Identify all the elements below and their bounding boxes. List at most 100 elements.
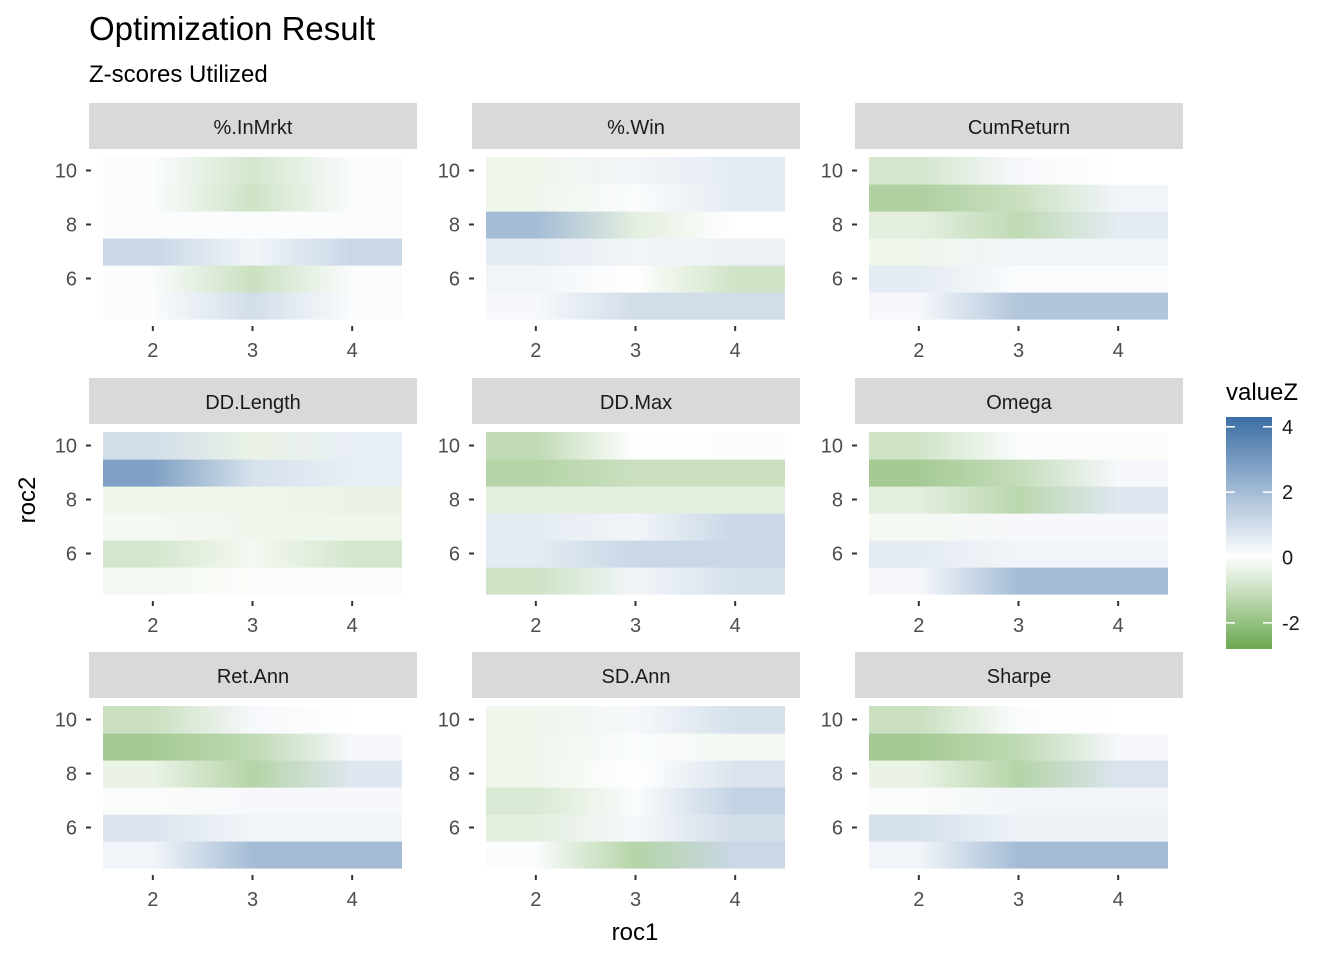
y-tick-label: 10 xyxy=(438,710,460,732)
heatmap-cell-row xyxy=(486,157,785,185)
x-tick-label: 2 xyxy=(913,615,924,637)
heatmap-cell-row xyxy=(869,706,1168,734)
facet-strip xyxy=(472,378,800,424)
facet-label: Ret.Ann xyxy=(217,666,289,688)
x-tick-label: 4 xyxy=(730,615,741,637)
heatmap-cell-row xyxy=(103,238,402,266)
y-tick-label: 8 xyxy=(832,215,843,237)
facet-label: Omega xyxy=(986,392,1052,414)
y-tick-label: 10 xyxy=(55,436,77,458)
y-tick-label: 6 xyxy=(66,818,77,840)
y-tick-label: 8 xyxy=(832,490,843,512)
facet-panel: CumReturn 2 3 4 6 8 10 xyxy=(821,103,1183,362)
facet-panel: Omega 2 3 4 6 8 10 xyxy=(821,378,1183,637)
legend-tick-label: 2 xyxy=(1282,482,1293,504)
y-tick-label: 6 xyxy=(449,544,460,566)
facet-strip xyxy=(855,652,1183,698)
x-tick-label: 3 xyxy=(630,340,641,362)
y-tick-label: 10 xyxy=(438,161,460,183)
legend-colorbar xyxy=(1226,417,1272,649)
y-tick-label: 6 xyxy=(66,269,77,291)
x-tick-label: 3 xyxy=(247,615,258,637)
x-tick-label: 2 xyxy=(530,889,541,911)
heatmap-cell-row xyxy=(869,841,1168,869)
facet-strip xyxy=(472,652,800,698)
x-tick-label: 4 xyxy=(730,889,741,911)
heatmap-cell-row xyxy=(103,841,402,869)
y-tick-label: 6 xyxy=(66,544,77,566)
facet-panel: DD.Length 2 3 4 6 8 10 xyxy=(55,378,417,637)
heatmap-cell-row xyxy=(869,760,1168,788)
heatmap-cell-row xyxy=(103,760,402,788)
facet-strip xyxy=(855,378,1183,424)
x-tick-label: 4 xyxy=(1113,615,1124,637)
facet-strip xyxy=(89,103,417,149)
x-tick-label: 2 xyxy=(913,889,924,911)
x-tick-label: 4 xyxy=(730,340,741,362)
x-tick-label: 4 xyxy=(347,889,358,911)
x-tick-label: 2 xyxy=(147,340,158,362)
y-tick-label: 8 xyxy=(66,215,77,237)
heatmap-cell-row xyxy=(486,513,785,541)
facet-label: %.InMrkt xyxy=(214,117,293,139)
heatmap-cell-row xyxy=(486,567,785,595)
x-tick-label: 2 xyxy=(147,889,158,911)
chart-title: Optimization Result xyxy=(89,10,375,47)
facet-label: %.Win xyxy=(607,117,665,139)
x-tick-label: 3 xyxy=(1013,615,1024,637)
facet-strip xyxy=(89,652,417,698)
y-tick-label: 8 xyxy=(449,764,460,786)
x-tick-label: 3 xyxy=(1013,340,1024,362)
heatmap-cell-row xyxy=(486,706,785,734)
heatmap-cell-row xyxy=(486,292,785,320)
y-tick-label: 8 xyxy=(449,215,460,237)
x-axis-title: roc1 xyxy=(612,919,659,946)
heatmap-cell-row xyxy=(103,265,402,293)
facet-panel: SD.Ann 2 3 4 6 8 10 xyxy=(438,652,800,911)
heatmap-cell-row xyxy=(486,540,785,568)
y-tick-label: 10 xyxy=(55,710,77,732)
legend-title: valueZ xyxy=(1226,379,1298,406)
legend-tick-label: -2 xyxy=(1282,613,1300,635)
heatmap-cell-row xyxy=(869,265,1168,293)
y-tick-label: 6 xyxy=(449,818,460,840)
legend-tick-label: 4 xyxy=(1282,417,1293,439)
heatmap-cell-row xyxy=(103,486,402,514)
heatmap-cell-row xyxy=(103,540,402,568)
heatmap-cell-row xyxy=(869,432,1168,460)
heatmap-cell-row xyxy=(103,513,402,541)
y-tick-label: 8 xyxy=(66,764,77,786)
y-tick-label: 10 xyxy=(821,436,843,458)
x-tick-label: 4 xyxy=(1113,340,1124,362)
heatmap-cell-row xyxy=(869,459,1168,487)
facet-strip xyxy=(89,378,417,424)
heatmap-cell-row xyxy=(486,733,785,761)
facet-label: SD.Ann xyxy=(602,666,671,688)
y-tick-label: 10 xyxy=(438,436,460,458)
heatmap-cell-row xyxy=(103,292,402,320)
y-tick-label: 8 xyxy=(66,490,77,512)
heatmap-cell-row xyxy=(486,814,785,842)
y-axis-title: roc2 xyxy=(14,477,41,524)
heatmap-cell-row xyxy=(869,567,1168,595)
heatmap-cell-row xyxy=(103,567,402,595)
x-tick-label: 3 xyxy=(630,615,641,637)
facet-label: DD.Max xyxy=(600,392,672,414)
x-tick-label: 2 xyxy=(913,340,924,362)
y-tick-label: 10 xyxy=(55,161,77,183)
facet-label: Sharpe xyxy=(987,666,1052,688)
heatmap-cell-row xyxy=(486,787,785,815)
heatmap-cell-row xyxy=(486,432,785,460)
heatmap-cell-row xyxy=(103,459,402,487)
facet-label: DD.Length xyxy=(205,392,301,414)
x-tick-label: 3 xyxy=(247,889,258,911)
heatmap-cell-row xyxy=(869,292,1168,320)
heatmap-cell-row xyxy=(103,432,402,460)
heatmap-cell-row xyxy=(103,211,402,239)
heatmap-cell-row xyxy=(486,459,785,487)
heatmap-cell-row xyxy=(486,211,785,239)
heatmap-cell-row xyxy=(103,157,402,185)
legend: valueZ 4 2 0 -2 xyxy=(1226,379,1300,649)
x-tick-label: 2 xyxy=(530,615,541,637)
